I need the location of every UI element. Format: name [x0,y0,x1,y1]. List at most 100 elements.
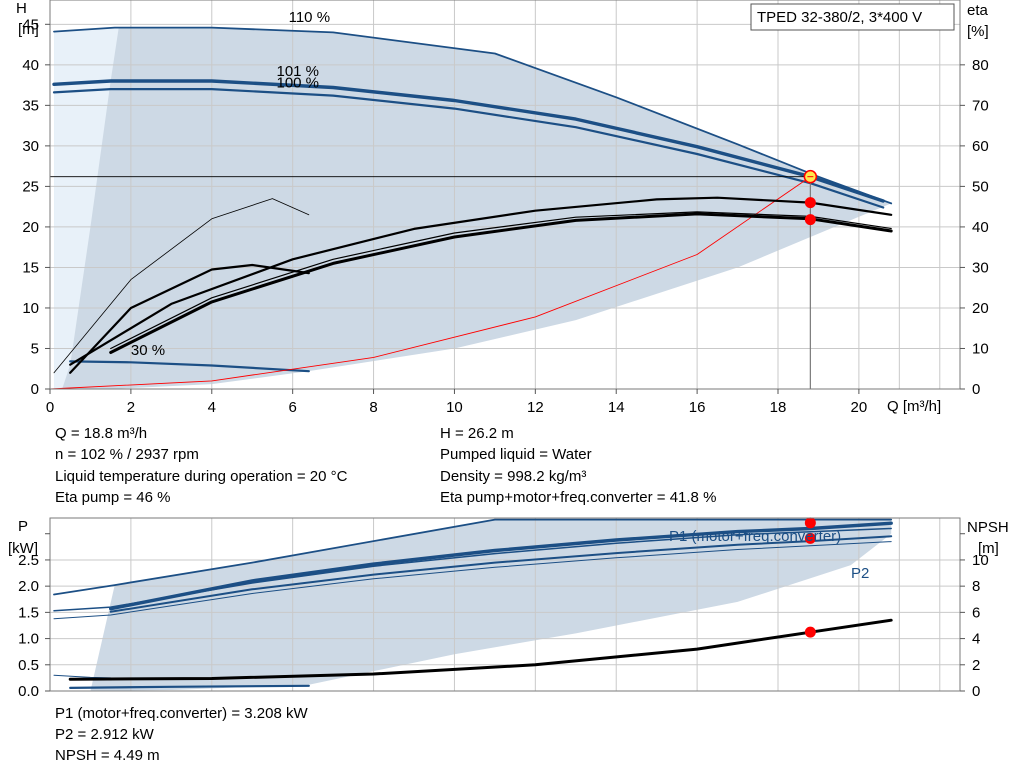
p2-series-label: P2 [851,565,869,582]
x-tick-label: 8 [369,399,377,416]
y-tick-label: 30 [22,138,39,155]
npsh-tick-label: 2 [972,657,980,674]
label-l30: 30 % [131,342,165,359]
eta-tick-label: 60 [972,138,989,155]
head-y-left-ticks: 0 5 10 15 20 25 30 35 40 45 [22,16,50,398]
y-tick-label: 40 [22,57,39,74]
head-series [49,26,893,390]
low-flow-area [54,27,119,389]
label-l100: 100 % [276,75,319,92]
title-box [750,3,955,31]
x-tick-label: 10 [446,399,463,416]
power-series [53,518,893,689]
eta-ylabel-line1: eta [967,2,989,19]
head-value: H = 26.2 m [440,425,514,442]
eta-tick-label: 50 [972,178,989,195]
y-tick-label: 10 [22,300,39,317]
liquid-temperature: Liquid temperature during operation = 20… [55,468,348,485]
npsh-tick-label: 6 [972,604,980,621]
y-tick-label: 2.0 [18,578,39,595]
power-duty-points [804,517,816,638]
label-l110: 110 % [289,9,330,26]
point-npsh_pt [804,626,816,638]
power-ylabel-line2: [kW] [8,540,38,557]
y-tick-label: 5 [31,340,39,357]
pumped-liquid: Pumped liquid = Water [440,446,592,463]
x-tick-label: 16 [689,399,706,416]
head-xlabel: Q [m³/h] [887,398,941,415]
p2-value: P2 = 2.912 kW [55,726,154,743]
eta-tick-label: 20 [972,300,989,317]
duty-guides [50,176,811,389]
eta-tick-label: 0 [972,381,980,398]
power-plot-frame [49,517,961,692]
y-tick-label: 25 [22,178,39,195]
curve-h100 [52,88,885,209]
power-npsh-chart: 0.0 0.5 1.0 1.5 2.0 2.5 0 2 4 6 8 10 P [kW] NPSH [… [8,517,1009,700]
eta-total-value: Eta pump+motor+freq.converter = 41.8 % [440,489,717,506]
y-tick-label: 1.0 [18,631,39,648]
eta-tick-label: 30 [972,259,989,276]
y-tick-label: 35 [22,97,39,114]
head-ylabel-line1: H [16,0,27,17]
y-tick-label: 15 [22,259,39,276]
curve-e100 [109,212,893,354]
operating-range-area [54,27,892,389]
power-range-band [90,519,892,691]
curve-h30 [69,360,310,373]
y-tick-label: 0 [31,381,39,398]
x-tick-label: 12 [527,399,544,416]
power-ylabel-line1: P [18,518,28,535]
npsh-ylabel-line1: NPSH [967,519,1009,536]
eta-pump-value: Eta pump = 46 % [55,489,171,506]
head-x-ticks: 0 2 4 6 8 10 12 14 16 18 20 [46,389,867,416]
curve-h110 [53,26,893,205]
npsh-tick-label: 4 [972,631,980,648]
x-tick-label: 4 [208,399,216,416]
chart-title: TPED 32-380/2, 3*400 V [757,9,922,26]
curve-sys [49,176,811,390]
point-p2_pt [804,532,816,544]
npsh-value: NPSH = 4.49 m [55,747,160,764]
power-grid [50,518,960,691]
x-tick-label: 0 [46,399,54,416]
eta-tick-label: 10 [972,340,989,357]
head-grid [50,0,960,389]
y-tick-label: 45 [22,16,39,33]
curve-p1_30 [69,684,310,689]
x-tick-label: 20 [851,399,868,416]
speed-value: n = 102 % / 2937 rpm [55,446,199,463]
npsh-y-right-ticks: 0 2 4 6 8 10 [960,533,989,700]
head-efficiency-chart: 0 2 4 6 8 10 12 14 16 18 20 0 5 10 15 20 25 30 35 40 45 0 10… [16,0,989,416]
curve-p1_110 [53,518,893,596]
npsh-ylabel-line2: [m] [978,540,999,557]
x-tick-label: 14 [608,399,625,416]
p1-series-label: P1 (motor+freq.converter) [669,528,841,545]
density-value: Density = 998.2 kg/m³ [440,468,587,485]
eta-ylabel-line2: [%] [967,23,989,40]
x-tick-label: 18 [770,399,787,416]
power-range-area [90,519,892,691]
x-tick-label: 2 [127,399,135,416]
curve-p2_101 [109,535,893,613]
head-plot-frame [49,0,961,390]
curve-h101 [52,79,885,203]
x-tick-label: 6 [288,399,296,416]
curve-e110 [53,198,310,374]
flow-value: Q = 18.8 m³/h [55,425,148,442]
head-ylabel-line2: [m] [18,21,39,38]
y-tick-label: 0.5 [18,657,39,674]
head-y-right-ticks: 0 10 20 30 40 50 60 70 80 [960,57,989,398]
curve-p1_101 [109,521,893,611]
point-p1_pt [804,517,816,529]
power-y-left-ticks: 0.0 0.5 1.0 1.5 2.0 2.5 [18,533,50,700]
duty-points [803,169,818,226]
curve-e101 [69,196,893,366]
curve-p2_100 [53,541,892,620]
p1-value: P1 (motor+freq.converter) = 3.208 kW [55,705,308,722]
y-tick-label: 0.0 [18,683,39,700]
label-l101: 101 % [276,63,319,80]
curve-e100b [110,211,892,350]
npsh-tick-label: 10 [972,552,989,569]
